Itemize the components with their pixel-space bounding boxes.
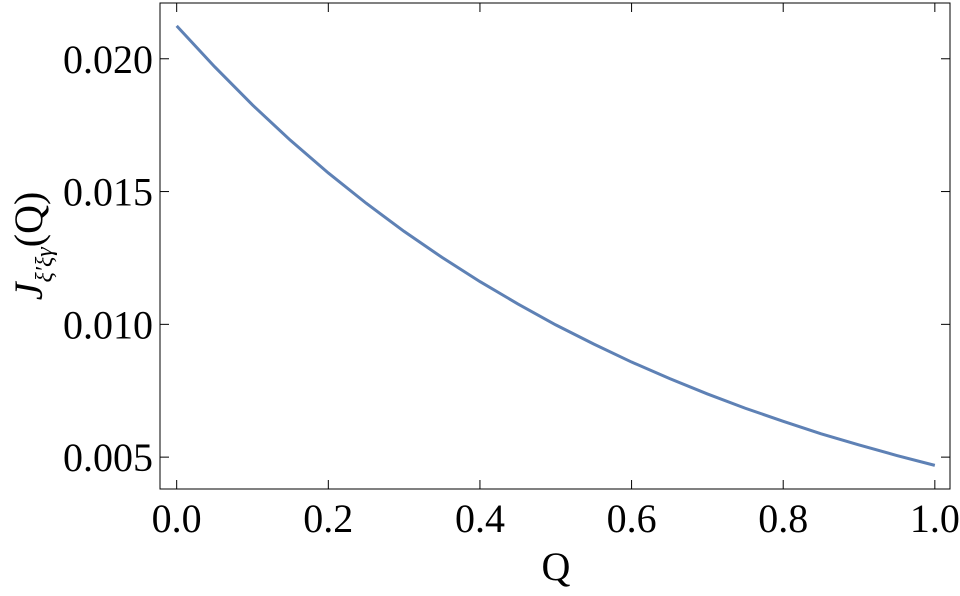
x-tick-label: 0.8 <box>758 496 808 541</box>
y-tick-label: 0.020 <box>63 37 153 82</box>
x-tick-label: 0.4 <box>455 496 505 541</box>
y-label-main: J <box>6 280 51 300</box>
y-label-sub: ξ′ξγ <box>32 247 58 283</box>
x-tick-label: 0.0 <box>152 496 202 541</box>
x-tick-label: 0.2 <box>303 496 353 541</box>
plot-frame <box>159 2 951 490</box>
y-tick-label: 0.005 <box>63 435 153 480</box>
data-line <box>175 24 936 467</box>
x-tick-label: 1.0 <box>910 496 960 541</box>
y-tick-label: 0.015 <box>63 170 153 215</box>
x-tick-label: 0.6 <box>607 496 657 541</box>
y-tick-label: 0.010 <box>63 302 153 347</box>
y-label-tail: (Q) <box>6 192 51 248</box>
x-axis-label: Q <box>542 544 571 589</box>
y-axis-label: Jξ′ξγ(Q) <box>6 192 58 301</box>
